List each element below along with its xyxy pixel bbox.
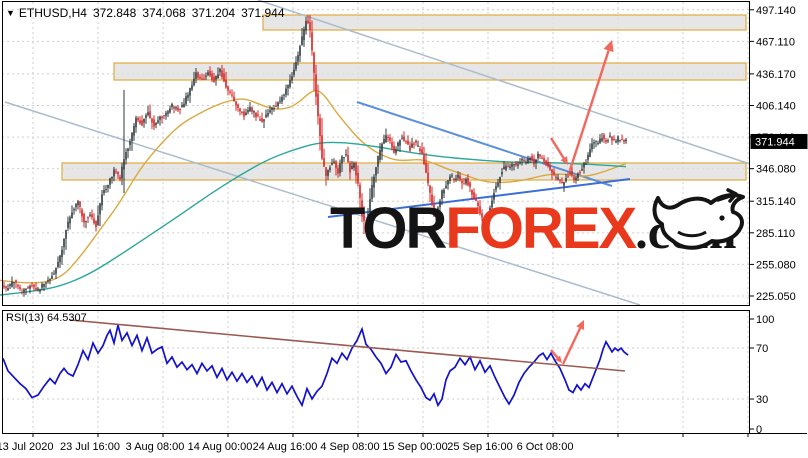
price-axis[interactable]: 497.140467.110436.170406.140376.110346.0… xyxy=(750,5,808,436)
symbol-collapse-arrow-icon[interactable]: ▼ xyxy=(6,8,15,18)
price-tick-label: 255.080 xyxy=(756,259,796,271)
time-tick-label: 23 Jul 16:00 xyxy=(60,441,120,453)
descending-channel-line-2 xyxy=(257,0,751,165)
price-tick-label: 225.050 xyxy=(756,291,796,303)
time-tick-label: 6 Oct 08:00 xyxy=(517,441,574,453)
time-tick-label: 3 Aug 08:00 xyxy=(126,441,185,453)
ohlc-close: 371.944 xyxy=(241,6,285,20)
time-tick-label: 15 Sep 00:00 xyxy=(382,441,447,453)
rsi-tick-label: 30 xyxy=(756,394,768,406)
price-tick-label: 406.140 xyxy=(756,100,796,112)
rsi-pane xyxy=(2,319,629,408)
time-axis[interactable]: 13 Jul 2020 23 Jul 16:00 3 Aug 08:00 14 Aug… xyxy=(0,433,749,454)
rsi-line xyxy=(2,325,629,408)
time-tick-label: 25 Sep 16:00 xyxy=(447,441,512,453)
ohlc-header: ▼ ETHUSD,H4 372.848 374.068 371.204 371.944 xyxy=(6,6,285,20)
rsi-trendline xyxy=(69,319,626,372)
ohlc-open: 372.848 xyxy=(92,6,137,20)
symbol-period-label: ETHUSD,H4 xyxy=(18,6,87,20)
descending-channel-line-1 xyxy=(4,101,641,306)
rsi-tick-label: 70 xyxy=(756,343,768,355)
rsi-tick-label: 100 xyxy=(756,314,774,326)
ma-fast-line xyxy=(0,89,627,284)
rsi-pane-border xyxy=(2,310,750,434)
price-tick-label: 346.080 xyxy=(756,164,796,176)
time-tick-label: 13 Jul 2020 xyxy=(0,441,53,453)
current-price-box xyxy=(750,133,808,149)
price-tick-label: 497.140 xyxy=(756,5,796,17)
rsi-indicator-label: RSI(13) 64.5307 xyxy=(6,312,87,324)
ma-slow-line xyxy=(0,141,627,296)
time-tick-label: 24 Aug 16:00 xyxy=(253,441,318,453)
price-tick-label: 315.140 xyxy=(756,196,796,208)
price-tick-label: 285.110 xyxy=(756,228,795,240)
rsi-tick-label: 0 xyxy=(756,424,762,436)
sr-zone-bands xyxy=(61,14,747,181)
wedge-support-line xyxy=(327,178,631,218)
price-tick-label: 467.110 xyxy=(756,36,795,48)
price-tick-label: 436.170 xyxy=(756,69,796,81)
time-tick-label: 4 Sep 08:00 xyxy=(320,441,379,453)
candles xyxy=(3,15,627,297)
ohlc-low: 371.204 xyxy=(191,6,236,20)
ohlc-high: 374.068 xyxy=(142,6,186,20)
main-pane-border xyxy=(2,1,750,306)
forecast-arrows xyxy=(549,40,614,171)
current-price-label: 371.944 xyxy=(755,136,795,148)
time-tick-label: 14 Aug 00:00 xyxy=(188,441,253,453)
gridlines xyxy=(2,2,750,432)
